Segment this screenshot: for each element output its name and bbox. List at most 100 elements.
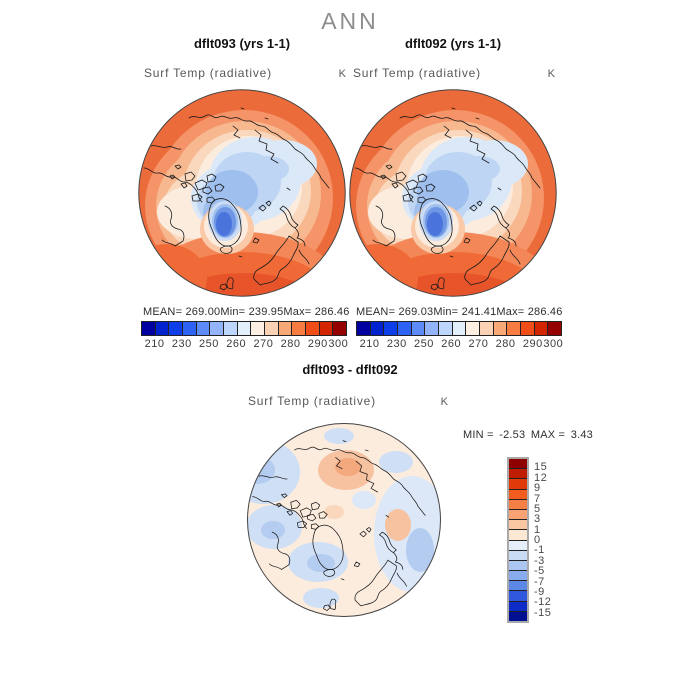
case1-colorbar-ticks: 210 230 250 260 270 280 290 300 (141, 338, 349, 350)
colorbar-cell (509, 591, 527, 602)
colorbar-cell (534, 322, 549, 335)
colorbar-tick-label: -9 (534, 585, 545, 598)
colorbar-cell (439, 322, 453, 335)
colorbar-cell (224, 322, 238, 335)
colorbar-tick-label: -7 (534, 575, 545, 588)
colorbar-tick-label: 280 (280, 338, 301, 350)
colorbar-cell (425, 322, 440, 335)
colorbar-tick-label: -12 (534, 596, 552, 609)
colorbar-tick-label: -15 (534, 606, 552, 619)
diff-units-label: K (440, 396, 448, 408)
diff-title: dflt093 - dflt092 (302, 362, 398, 377)
case1-stats: MEAN= 269.00 Min= 239.95 Max= 286.46 (143, 306, 350, 318)
colorbar-tick-label: 250 (199, 338, 219, 350)
colorbar-cell (398, 322, 412, 335)
colorbar-cell (548, 322, 562, 335)
colorbar-tick-label: 300 (328, 338, 349, 350)
case2-colorbar-ticks: 210 230 250 260 270 280 290 300 (356, 338, 564, 350)
colorbar-tick-label: 260 (441, 338, 462, 350)
case2-units-label: K (547, 68, 555, 80)
colorbar-cell (210, 322, 225, 335)
case2-max: Max= 286.46 (496, 306, 563, 318)
colorbar-cell (265, 322, 279, 335)
case2-title: dflt092 (yrs 1-1) (404, 36, 502, 51)
case2-subtitle-row: Surf Temp (radiative) K (353, 66, 555, 80)
case2-colorbar (356, 321, 562, 336)
diff-max-value: 3.43 (570, 429, 593, 441)
colorbar-cell (509, 571, 527, 582)
colorbar-tick-label: 280 (495, 338, 516, 350)
colorbar-cell (196, 322, 211, 335)
diff-min-value: -2.53 (499, 429, 526, 441)
colorbar-cell (509, 479, 527, 490)
colorbar-cell (411, 322, 426, 335)
colorbar-cell (493, 322, 508, 335)
colorbar-tick-label: 5 (534, 502, 541, 515)
colorbar-cell (384, 322, 399, 335)
colorbar-tick-label: 300 (543, 338, 564, 350)
diff-polar-map (247, 423, 441, 617)
diff-variable-label: Surf Temp (radiative) (248, 394, 376, 408)
diff-colorbar (507, 457, 529, 623)
diff-min-label: MIN = (463, 429, 494, 441)
colorbar-tick-label: 270 (253, 338, 274, 350)
colorbar-tick-label: 290 (307, 338, 328, 350)
colorbar-tick-label: -1 (534, 544, 545, 557)
colorbar-cell (237, 322, 252, 335)
case1-mean: MEAN= 269.00 (143, 306, 221, 318)
colorbar-cell (509, 540, 527, 551)
colorbar-cell (509, 489, 527, 500)
colorbar-cell (155, 322, 170, 335)
colorbar-tick-label: -3 (534, 554, 545, 567)
colorbar-cell (509, 611, 527, 621)
colorbar-cell (509, 601, 527, 612)
colorbar-tick-label: 1 (534, 523, 541, 536)
colorbar-tick-label: 230 (171, 338, 192, 350)
colorbar-cell (509, 499, 527, 510)
colorbar-tick-label: 290 (522, 338, 543, 350)
colorbar-tick-label: 12 (534, 471, 548, 484)
colorbar-tick-label: 15 (534, 461, 548, 474)
case2-min: Min= 241.41 (433, 306, 497, 318)
case1-min: Min= 239.95 (220, 306, 284, 318)
colorbar-tick-label: 230 (386, 338, 407, 350)
colorbar-cell (509, 560, 527, 572)
case1-polar-map (138, 89, 346, 297)
colorbar-cell (292, 322, 307, 335)
case2-variable-label: Surf Temp (radiative) (353, 66, 481, 80)
case2-stats: MEAN= 269.03 Min= 241.41 Max= 286.46 (356, 306, 563, 318)
diff-max-label: MAX = (530, 429, 566, 441)
case2-polar-map (349, 89, 557, 297)
case1-title: dflt093 (yrs 1-1) (193, 36, 291, 51)
colorbar-cell (142, 322, 156, 335)
case1-subtitle-row: Surf Temp (radiative) K (144, 66, 346, 80)
colorbar-cell (509, 550, 527, 561)
colorbar-cell (480, 322, 494, 335)
colorbar-tick-label: 0 (534, 534, 541, 546)
colorbar-cell (521, 322, 535, 335)
colorbar-tick-label: 260 (226, 338, 247, 350)
case1-variable-label: Surf Temp (radiative) (144, 66, 272, 80)
case2-mean: MEAN= 269.03 (356, 306, 434, 318)
diff-stats: MIN = -2.53 MAX = 3.43 (463, 429, 593, 441)
colorbar-tick-label: 250 (414, 338, 434, 350)
colorbar-tick-label: 210 (359, 338, 380, 350)
page-title: ANN (321, 8, 379, 34)
colorbar-cell (306, 322, 320, 335)
colorbar-tick-label: 7 (534, 492, 541, 505)
case1-colorbar (141, 321, 347, 336)
colorbar-cell (509, 459, 527, 470)
colorbar-cell (509, 530, 527, 541)
diff-colorbar-ticks: 15 12 9 7 5 3 1 0 -1 -3 -5 -7 -9 -12 -15 (534, 457, 566, 623)
diff-subtitle-row: Surf Temp (radiative) K (248, 394, 448, 408)
colorbar-cell (466, 322, 481, 335)
colorbar-tick-label: 270 (468, 338, 489, 350)
colorbar-cell (452, 322, 467, 335)
case1-units-label: K (338, 68, 346, 80)
colorbar-cell (319, 322, 334, 335)
colorbar-cell (509, 581, 527, 592)
case1-max: Max= 286.46 (283, 306, 350, 318)
colorbar-tick-label: -5 (534, 565, 545, 578)
colorbar-cell (370, 322, 385, 335)
